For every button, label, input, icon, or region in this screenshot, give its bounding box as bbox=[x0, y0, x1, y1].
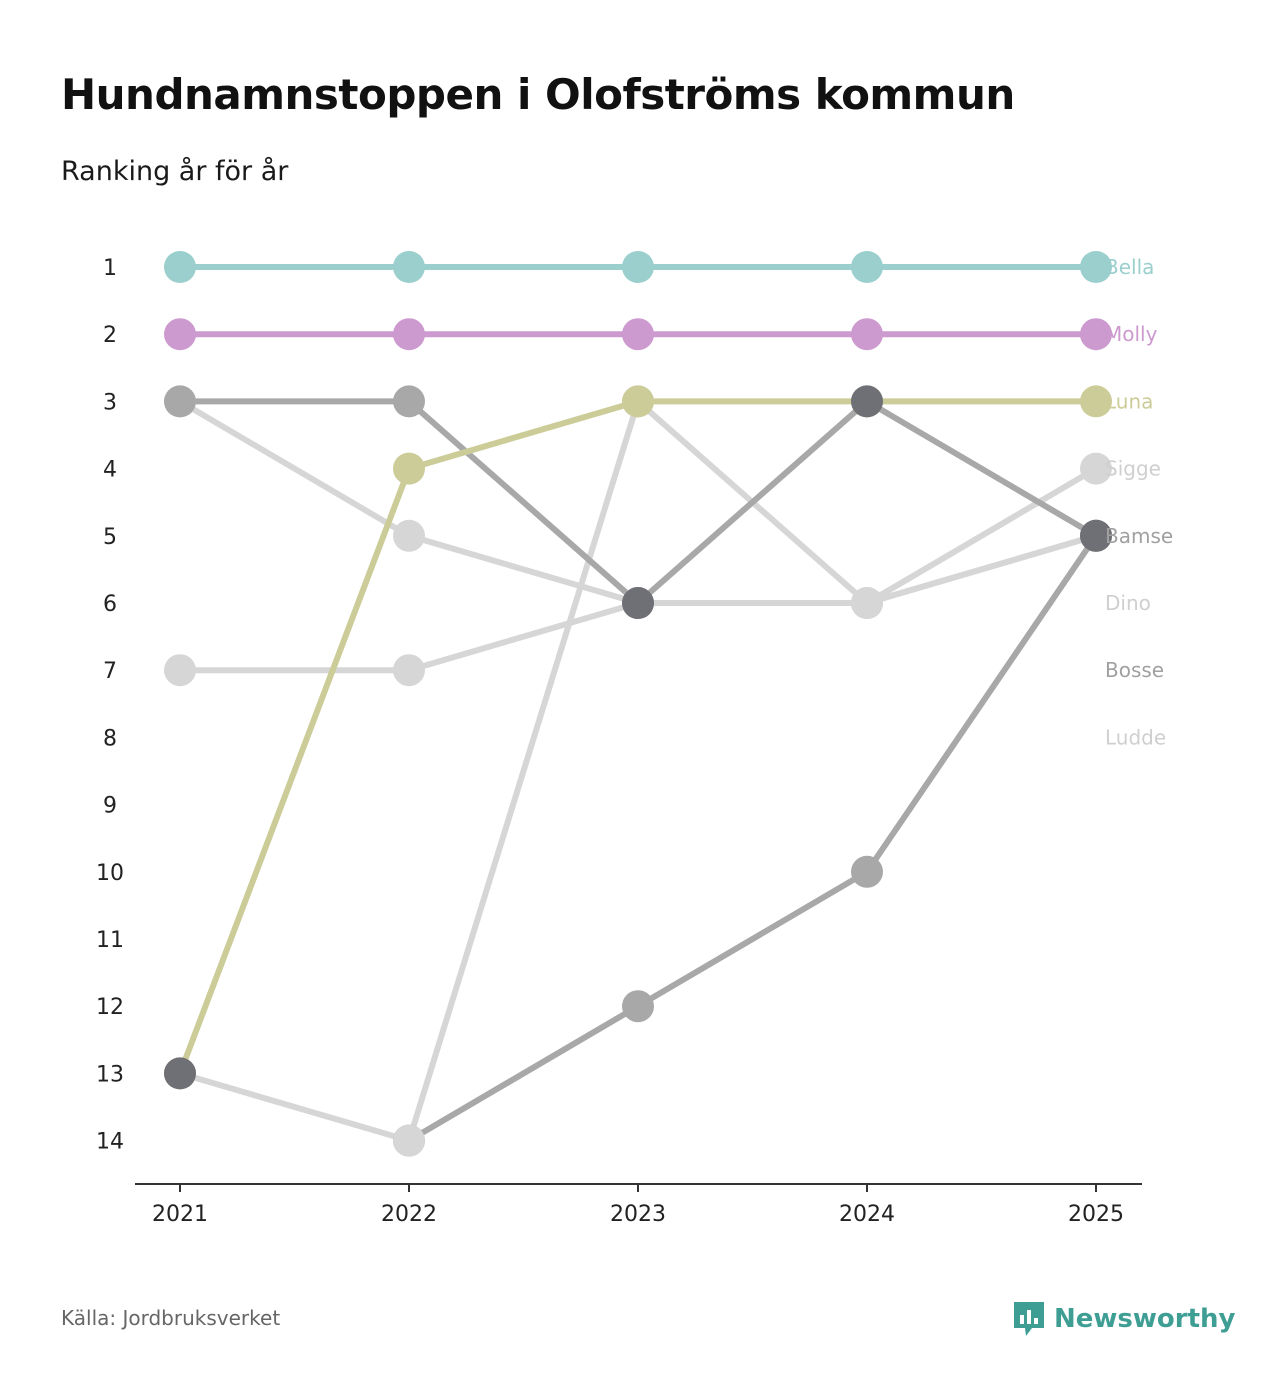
point-bella-2025 bbox=[1080, 251, 1112, 283]
x-tick-label: 2023 bbox=[610, 1202, 666, 1227]
series-label-ludde: Ludde bbox=[1105, 725, 1166, 749]
y-tick-label: 12 bbox=[96, 995, 124, 1020]
y-tick-label: 10 bbox=[96, 861, 124, 886]
point-sigge-2021 bbox=[164, 654, 196, 687]
point-bella-2021 bbox=[164, 251, 196, 283]
chart-title: Hundnamnstoppen i Olofströms kommun bbox=[61, 70, 1015, 119]
point-sigge-2025 bbox=[1080, 452, 1112, 485]
point-sigge-2022 bbox=[393, 654, 425, 687]
y-tick-label: 14 bbox=[96, 1130, 124, 1155]
y-tick-label: 8 bbox=[103, 726, 117, 751]
point-ranked-line-b-2024 bbox=[851, 855, 883, 888]
x-tick-label: 2025 bbox=[1068, 1202, 1124, 1227]
highlight-point-2023-6 bbox=[622, 587, 654, 619]
point-bella-2022 bbox=[393, 251, 425, 283]
series-line-bamse bbox=[177, 398, 1099, 606]
y-tick-label: 9 bbox=[103, 794, 117, 819]
source-note: Källa: Jordbruksverket bbox=[61, 1306, 281, 1330]
y-tick-label: 6 bbox=[103, 592, 117, 617]
newsworthy-logo-icon bbox=[1014, 1302, 1044, 1336]
brand-logo[interactable]: Newsworthy bbox=[1012, 1300, 1235, 1338]
series-label-sigge: Sigge bbox=[1105, 457, 1161, 481]
x-axis: 2021 2022 2023 2024 2025 bbox=[135, 1183, 1142, 1227]
point-luna-2025 bbox=[1080, 385, 1112, 418]
y-tick-label: 2 bbox=[103, 323, 117, 348]
highlight-point-2021-13 bbox=[164, 1057, 196, 1090]
y-tick-label: 3 bbox=[103, 390, 117, 415]
y-tick-label: 7 bbox=[103, 659, 117, 684]
y-tick-label: 13 bbox=[96, 1062, 124, 1087]
series-end-labels: Bella Molly Luna Sigge Bamse Dino Bosse Ludde bbox=[1105, 255, 1173, 749]
point-molly-2023 bbox=[622, 318, 654, 351]
x-tick-label: 2022 bbox=[381, 1202, 437, 1227]
series-points bbox=[164, 251, 1112, 1157]
point-dino-2022 bbox=[393, 1124, 425, 1157]
series-line-sigge bbox=[177, 465, 1099, 674]
point-bella-2024 bbox=[851, 251, 883, 283]
x-tick-label: 2024 bbox=[839, 1202, 895, 1227]
y-tick-label: 4 bbox=[103, 458, 117, 483]
point-molly-2021 bbox=[164, 318, 196, 351]
series-label-luna: Luna bbox=[1105, 389, 1153, 413]
highlight-point-2024-3 bbox=[851, 385, 883, 418]
y-tick-label: 1 bbox=[103, 256, 117, 281]
series-label-molly: Molly bbox=[1105, 322, 1158, 346]
point-luna-2023 bbox=[622, 385, 654, 418]
y-tick-label: 11 bbox=[96, 928, 124, 953]
point-molly-2025 bbox=[1080, 318, 1112, 351]
point-sigge-2024 bbox=[851, 587, 883, 619]
point-bella-2023 bbox=[622, 251, 654, 283]
point-bamse-2022 bbox=[393, 385, 425, 418]
series-line-ranked-line-b bbox=[406, 532, 1099, 1144]
brand-name: Newsworthy bbox=[1054, 1304, 1236, 1334]
series-label-bella: Bella bbox=[1105, 255, 1154, 279]
x-tick-label: 2021 bbox=[152, 1202, 208, 1227]
highlight-point-2025-5 bbox=[1080, 519, 1112, 552]
series-label-bosse: Bosse bbox=[1105, 658, 1164, 682]
chart-subtitle: Ranking år för år bbox=[61, 156, 289, 187]
series-line-ranked-line-a bbox=[177, 398, 1099, 606]
y-tick-label: 5 bbox=[103, 525, 117, 550]
point-ranked-line-a-2022 bbox=[393, 519, 425, 552]
point-bamse-2021 bbox=[164, 385, 196, 418]
series-label-bamse: Bamse bbox=[1105, 524, 1173, 548]
point-ranked-line-b-2023 bbox=[622, 990, 654, 1023]
series-line-dino bbox=[177, 398, 1099, 1144]
point-molly-2024 bbox=[851, 318, 883, 351]
point-luna-2022 bbox=[393, 452, 425, 485]
point-molly-2022 bbox=[393, 318, 425, 351]
series-label-dino: Dino bbox=[1105, 591, 1151, 615]
